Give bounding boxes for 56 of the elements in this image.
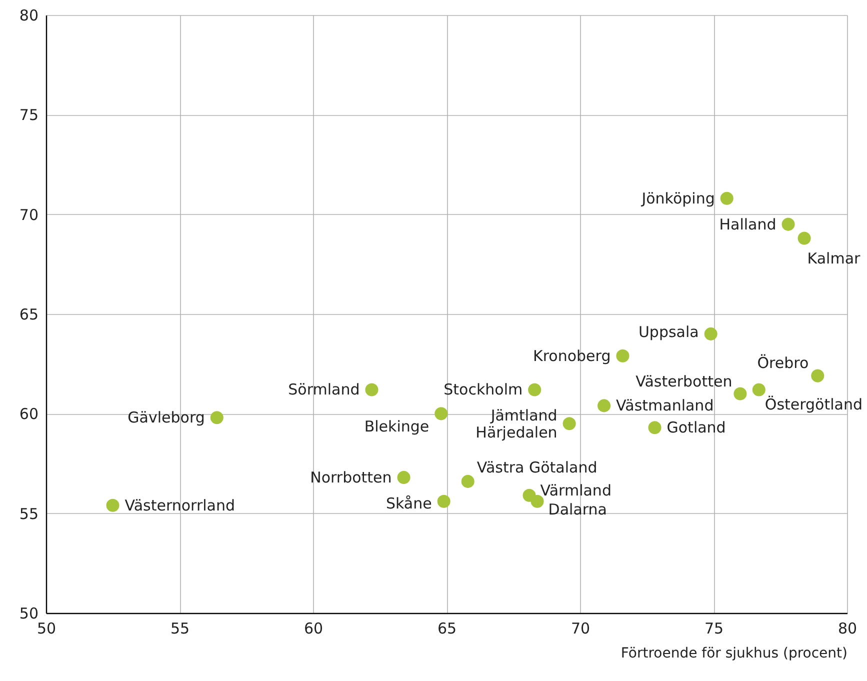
- x-tick-label: 65: [437, 620, 457, 638]
- x-axis-title: Förtroende för sjukhus (procent): [620, 646, 848, 662]
- x-tick-label: 80: [838, 620, 858, 638]
- annotation: Västra Götaland: [476, 458, 598, 476]
- annotation: Jönköping: [640, 189, 715, 208]
- point: [782, 218, 795, 231]
- point: [734, 387, 747, 400]
- point: [461, 474, 474, 488]
- annotation: Örebro: [757, 354, 809, 372]
- point: [530, 494, 544, 508]
- annotation: Östergötland: [764, 396, 862, 414]
- annotation: Gotland: [666, 418, 726, 437]
- point: [562, 417, 576, 430]
- annotation: Kalmar: [807, 249, 862, 268]
- point: [752, 383, 766, 396]
- point: [704, 327, 718, 340]
- point: [397, 470, 410, 484]
- y-tick-label: 75: [19, 106, 38, 124]
- x-tick-label: 75: [704, 620, 724, 638]
- point: [798, 232, 811, 245]
- y-tick-label: 50: [19, 604, 38, 622]
- point: [210, 411, 224, 424]
- annotation: Gävleborg: [128, 408, 205, 427]
- annotation: Blekinge: [364, 418, 430, 436]
- point: [720, 192, 734, 205]
- x-tick-label: 60: [304, 620, 324, 638]
- annotation: Skåne: [386, 494, 432, 512]
- annotation: Dalarna: [548, 500, 607, 518]
- point: [616, 349, 630, 362]
- point: [365, 383, 378, 396]
- y-tick-label: 65: [19, 306, 38, 324]
- point: [437, 494, 450, 508]
- point: [598, 399, 611, 412]
- y-tick-label: 70: [19, 206, 38, 224]
- y-tick-label: 80: [19, 6, 38, 24]
- x-tick-label: 70: [570, 620, 590, 638]
- annotation: Västernorrland: [124, 496, 236, 514]
- annotation: Västmanland: [616, 396, 714, 415]
- annotation: Halland: [719, 215, 776, 234]
- annotation: Kronoberg: [533, 346, 611, 365]
- point: [811, 369, 824, 382]
- point: [528, 383, 542, 396]
- annotation: Uppsala: [638, 322, 699, 341]
- x-tick-label: 50: [36, 620, 56, 638]
- x-tick-label: 55: [170, 620, 190, 638]
- annotation: Stockholm: [444, 380, 523, 399]
- annotation: Norrbotten: [310, 468, 392, 486]
- y-tick-label: 55: [19, 504, 38, 523]
- point: [434, 407, 448, 420]
- annotation: Västerbotten: [636, 372, 732, 391]
- annotation: Jämtland Härjedalen: [476, 406, 558, 442]
- annotation: Sörmland: [288, 380, 360, 399]
- point: [648, 421, 662, 434]
- point: [106, 498, 120, 512]
- annotation: Värmland: [540, 481, 612, 500]
- y-tick-label: 60: [19, 405, 38, 424]
